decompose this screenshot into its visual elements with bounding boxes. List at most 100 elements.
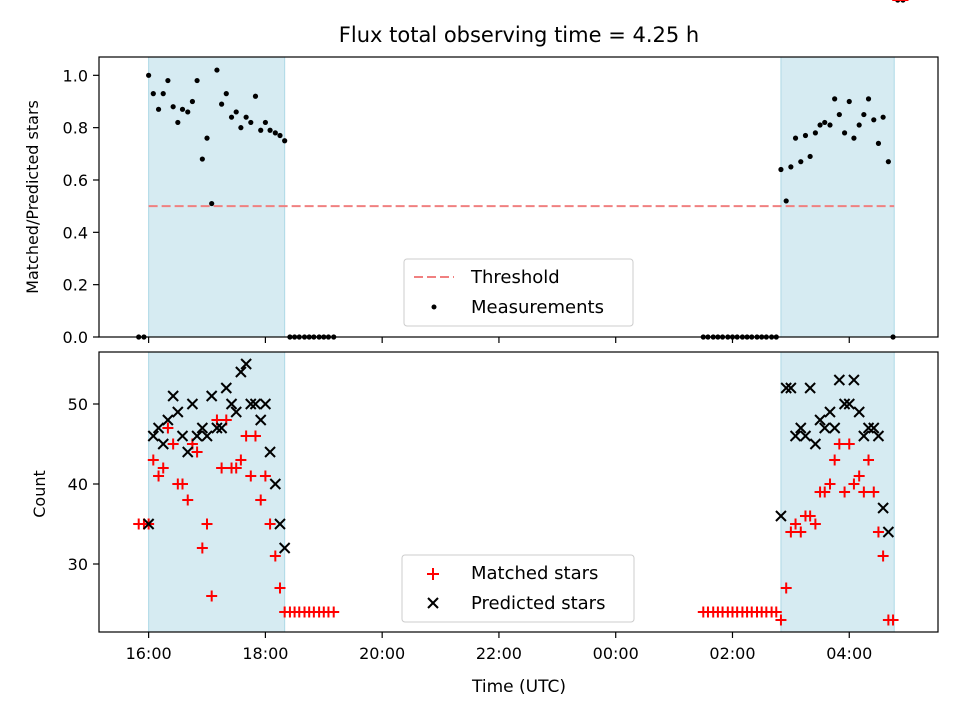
top-axes-frame: [98, 56, 939, 338]
matched-star-point: [216, 462, 228, 474]
measurement-point: [807, 153, 813, 160]
top-y-axis-label: Matched/Predicted stars: [23, 100, 42, 294]
measurement-point: [185, 109, 191, 115]
predicted-stars-points: [142, 358, 895, 554]
measurement-point: [219, 101, 225, 107]
legend-threshold-label: Threshold: [470, 267, 560, 288]
predicted-star-point: [858, 430, 870, 442]
x-tick-label: 18:00: [242, 644, 288, 663]
matched-star-point: [819, 486, 831, 498]
measurement-point: [277, 132, 283, 139]
measurement-point: [817, 122, 823, 128]
measurement-point: [272, 130, 278, 136]
matched-star-point: [877, 550, 889, 562]
predicted-star-point: [235, 366, 247, 378]
matched-star-point: [259, 470, 271, 482]
x-tick-label: 02:00: [709, 644, 755, 663]
bottom-y-axis-label: Count: [30, 470, 49, 518]
predicted-star-point: [249, 398, 262, 410]
predicted-star-point: [843, 398, 855, 410]
predicted-star-point: [191, 430, 203, 442]
measurement-point: [282, 138, 288, 144]
matched-star-point: [770, 606, 782, 618]
predicted-star-point: [824, 406, 836, 418]
predicted-star-point: [220, 382, 232, 394]
matched-star-point: [790, 518, 802, 530]
top-panel: 0.0 0.2 0.4 0.6 0.8 1.0 Matched/Predicted sta…: [23, 0, 939, 347]
predicted-star-point: [201, 430, 213, 442]
top-x-ticks: [148, 337, 850, 343]
top-y-ticks: 0.0 0.2 0.4 0.6 0.8 1.0: [63, 66, 99, 347]
measurement-point: [214, 67, 220, 73]
measurement-point: [802, 132, 809, 139]
measurement-point: [252, 93, 259, 99]
matched-star-point: [872, 526, 884, 538]
matched-star-point: [255, 494, 267, 506]
measurement-point: [783, 198, 789, 204]
measurement-point: [851, 135, 857, 141]
measurement-point: [832, 96, 838, 102]
matched-star-point: [833, 438, 845, 450]
predicted-star-point: [152, 422, 165, 434]
measurement-point: [875, 140, 882, 146]
matched-star-point: [147, 454, 159, 466]
matched-star-point: [245, 470, 257, 482]
predicted-star-point: [799, 430, 812, 442]
predicted-star-point: [838, 398, 851, 410]
measurement-point: [179, 106, 186, 112]
top-shaded-windows: [148, 56, 895, 338]
measurement-point: [189, 98, 196, 105]
y-tick-label: 0.8: [63, 119, 88, 138]
predicted-star-point: [167, 390, 179, 402]
measurement-point: [836, 111, 842, 118]
predicted-star-point: [230, 406, 242, 418]
predicted-star-point: [278, 542, 291, 554]
matched-star-point: [162, 422, 174, 434]
measurement-point: [258, 127, 264, 133]
matched-star-point: [829, 454, 841, 466]
measurement-point: [262, 119, 268, 126]
y-tick-label: 30: [68, 555, 88, 574]
bottom-axes-frame: [98, 351, 939, 633]
predicted-star-point: [172, 406, 184, 418]
measurement-point: [243, 114, 249, 120]
matched-star-point: [240, 430, 252, 442]
predicted-star-point: [882, 526, 895, 538]
measurement-point: [233, 109, 239, 115]
measurement-point: [204, 135, 210, 141]
predicted-star-point: [240, 358, 252, 370]
measurement-point: [880, 114, 886, 120]
predicted-star-point: [162, 414, 174, 426]
predicted-star-point: [877, 502, 889, 514]
x-axis-label: Time (UTC): [471, 677, 566, 697]
measurement-point: [856, 122, 862, 128]
measurement-point: [209, 200, 215, 207]
measurement-point: [812, 130, 818, 136]
matched-star-point: [264, 518, 276, 530]
x-tick-label: 16:00: [126, 644, 172, 663]
y-tick-label: 1.0: [63, 66, 88, 85]
predicted-star-point: [255, 414, 267, 426]
y-tick-label: 50: [68, 395, 88, 414]
predicted-star-point: [182, 446, 194, 458]
matched-star-point: [795, 526, 807, 538]
matched-star-point: [153, 470, 165, 482]
predicted-star-point: [780, 382, 792, 394]
predicted-star-point: [264, 446, 276, 458]
predicted-star-point: [274, 518, 286, 530]
measurement-point: [150, 91, 156, 97]
chart-title: Flux total observing time = 4.25 h: [339, 23, 699, 47]
predicted-star-point: [789, 430, 802, 442]
matched-star-point: [804, 510, 816, 522]
measurement-point: [827, 122, 833, 128]
predicted-star-point: [809, 438, 822, 450]
predicted-star-point: [225, 398, 238, 410]
measurement-point: [238, 125, 244, 131]
legend-matched-label: Matched stars: [471, 563, 598, 584]
matched-star-point: [780, 582, 792, 594]
predicted-star-point: [269, 478, 282, 490]
y-tick-label: 0.4: [63, 223, 88, 242]
measurement-point: [155, 106, 162, 112]
legend-predicted-swatch: [427, 597, 439, 609]
predicted-star-point: [872, 430, 885, 442]
